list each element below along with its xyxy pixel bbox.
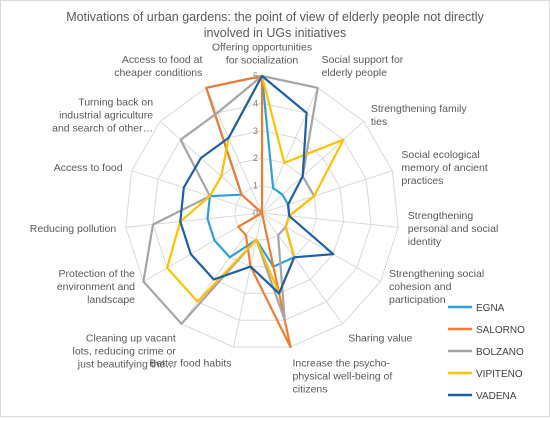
category-label: Turning back on industrial agriculture and… bbox=[52, 96, 153, 134]
tick-label: 1 bbox=[253, 181, 258, 191]
legend-label-vadena: VADENA bbox=[476, 391, 517, 402]
series-line-vipiteno bbox=[166, 74, 345, 303]
grid-spoke bbox=[261, 120, 365, 214]
radial-tick-labels: 0 1 2 3 4 5 bbox=[253, 71, 258, 218]
grid-spoke bbox=[261, 212, 381, 282]
legend-label-bolzano: BOLZANO bbox=[476, 347, 524, 358]
category-label: Protection of the environment and landscap… bbox=[57, 268, 135, 306]
grid-spoke bbox=[205, 87, 263, 214]
grid-spoke bbox=[261, 87, 319, 214]
chart-title-line-1: Motivations of urban gardens: the point … bbox=[66, 10, 484, 24]
grid-spoke bbox=[131, 170, 263, 214]
grid-ring-4 bbox=[152, 102, 372, 321]
category-labels: Offering opportunities for socialization S… bbox=[30, 41, 498, 395]
category-label: Offering opportunities for socialization bbox=[212, 41, 312, 66]
series-lines bbox=[142, 74, 345, 349]
legend-label-vipiteno: VIPITENO bbox=[476, 369, 523, 380]
category-label: Access to food at cheaper conditions bbox=[114, 54, 202, 79]
grid-spoke bbox=[261, 170, 393, 214]
category-label: Access to food bbox=[54, 162, 123, 174]
category-label: Strengthening family ties bbox=[371, 103, 467, 128]
tick-label: 3 bbox=[253, 126, 258, 136]
tick-label: 4 bbox=[253, 98, 258, 108]
chart-title: Motivations of urban gardens: the point … bbox=[66, 10, 484, 40]
grid-spoke bbox=[233, 212, 263, 348]
category-label: Reducing pollution bbox=[30, 223, 117, 235]
category-label: Better food habits bbox=[149, 357, 231, 369]
category-label: Increase the psycho-physical well-being … bbox=[293, 357, 393, 395]
tick-label: 2 bbox=[253, 153, 258, 163]
grid-spoke bbox=[261, 212, 399, 228]
legend: EGNA SALORNO BOLZANO VIPITENO VADENA bbox=[448, 303, 525, 402]
category-label: Sharing value bbox=[348, 333, 412, 345]
category-label: Cleaning up vacant lots, reducing crime o… bbox=[73, 333, 177, 371]
grid-spoke bbox=[181, 212, 263, 325]
category-label: Social support for elderly people bbox=[322, 54, 404, 79]
series-line-egna bbox=[205, 74, 296, 268]
category-label: Strengthening social cohesion and particip… bbox=[389, 268, 484, 306]
category-label: Social ecological memory of ancient practi… bbox=[401, 149, 487, 187]
grid-spoke bbox=[125, 212, 263, 228]
legend-label-egna: EGNA bbox=[476, 303, 505, 314]
legend-label-salorno: SALORNO bbox=[476, 325, 525, 336]
grid-spoke bbox=[261, 212, 343, 325]
category-label: Strengthening personal and social identity bbox=[408, 210, 498, 248]
grid-ring-5 bbox=[125, 75, 399, 348]
tick-label: 5 bbox=[253, 71, 258, 81]
tick-label: 0 bbox=[253, 208, 258, 218]
chart-title-line-2: involved in UGs initiatives bbox=[204, 26, 346, 40]
series-line-vadena bbox=[179, 74, 335, 295]
